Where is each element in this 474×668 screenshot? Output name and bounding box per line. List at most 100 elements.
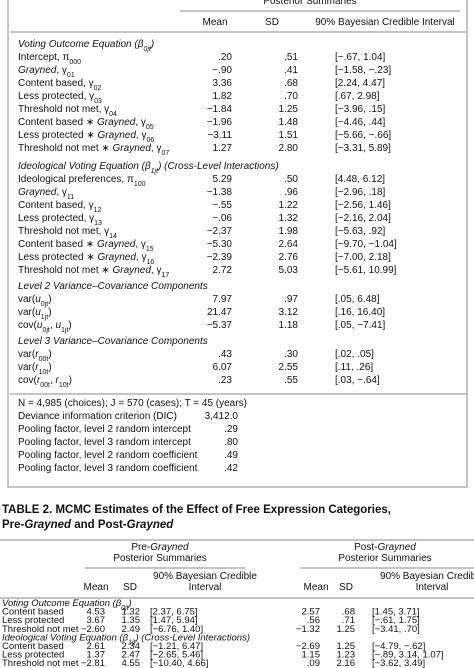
cell: −2.60: [81, 624, 105, 635]
table1-box: [7, 0, 468, 488]
cell: [−5.63, .92]: [335, 226, 386, 237]
text-part: , γ: [151, 143, 162, 154]
column-header: Mean: [83, 582, 108, 593]
row-label: var(u1jt): [18, 307, 52, 321]
cell: 21.47: [207, 307, 232, 318]
column-header: 90% Bayesian Credible Interval: [315, 17, 455, 28]
cell: 2.57: [302, 607, 321, 618]
cell: 3.36: [213, 78, 233, 89]
cell: 1.27: [213, 143, 233, 154]
note-value: .80: [224, 437, 238, 448]
row-label: Less protected, γ13: [18, 213, 102, 227]
text-part: Grayned: [98, 130, 137, 141]
cell: 2.34: [122, 641, 141, 652]
row-label: cov(u0jt, u1jt): [18, 320, 72, 334]
text-part: Grayned: [24, 519, 72, 531]
cell: .71: [342, 615, 355, 626]
note-value: .49: [224, 450, 238, 461]
text-part: 01: [67, 72, 75, 79]
cell: −2.81: [81, 658, 105, 668]
text-part: ): [48, 362, 51, 373]
cell: 7.97: [213, 294, 233, 305]
cell: 1.22: [279, 200, 299, 211]
group-name: Pre-Grayned: [131, 542, 189, 553]
cell: −5.30: [207, 239, 233, 250]
text-part: Less protected ∗: [18, 130, 98, 141]
text-part: Content based, γ: [18, 78, 94, 89]
cell: 1.25: [337, 624, 356, 635]
text-part: 05: [146, 124, 154, 131]
note-label: Pooling factor, level 2 random coefficie…: [18, 450, 198, 461]
cell: [−2.65, 5.46]: [150, 650, 203, 661]
text-part: Grayned: [98, 252, 137, 263]
group-header: Posterior Summaries: [263, 0, 356, 7]
section-title: Ideological Voting Equation (β1jt) (Cros…: [2, 632, 250, 646]
cell: .23: [218, 375, 232, 386]
cell: 1.15: [302, 650, 321, 661]
row-label: Intercept, π000: [18, 52, 81, 66]
text-part: ) (Cross-Level Interactions): [134, 632, 250, 643]
cell: 1.82: [213, 91, 233, 102]
cell: 2.61: [87, 641, 106, 652]
cell: 2.47: [122, 650, 141, 661]
text-part: , γ: [56, 187, 67, 198]
text-part: 16: [146, 259, 154, 266]
text-part: Grayned: [18, 65, 57, 76]
text-part: Threshold not met, γ: [18, 226, 109, 237]
text-part: 07: [161, 150, 169, 157]
text-part: , γ: [136, 252, 147, 263]
group-name: Post-Grayned: [354, 542, 416, 553]
cell: −2.69: [296, 641, 320, 652]
text-part: Less protected ∗: [18, 252, 98, 263]
text-part: ,: [50, 375, 56, 386]
row-label: Ideological preferences, π100: [18, 174, 146, 188]
text-part: r: [35, 349, 39, 360]
text-part: 1jt: [128, 639, 136, 646]
cell: .50: [284, 174, 298, 185]
group-header: Posterior Summaries: [113, 553, 206, 564]
text-part: Content based ∗: [18, 239, 97, 250]
cell: 1.35: [122, 615, 141, 626]
cell: [.11, .26]: [335, 362, 373, 373]
text-part: 11: [67, 194, 74, 201]
text-part: cov(: [18, 320, 38, 331]
text-part: 12: [94, 207, 102, 214]
text-part: Grayned: [97, 117, 136, 128]
text-part: Level 3 Variance–Covariance Components: [18, 336, 208, 347]
cell: 2.16: [337, 658, 356, 668]
section-title: Voting Outcome Equation (β0jt): [18, 39, 154, 53]
text-part: cov(: [18, 375, 38, 386]
text-part: 100: [134, 181, 146, 188]
text-part: Less protected, γ: [18, 213, 94, 224]
note-value: .42: [224, 463, 238, 474]
note-label: Pooling factor, level 3 random coefficie…: [18, 463, 198, 474]
text-part: Post-: [354, 542, 377, 553]
row-label: Less protected: [2, 615, 64, 626]
cell: [2.24, 4.47]: [335, 78, 385, 89]
text-part: 0jt: [41, 301, 48, 308]
cell: [−2.96, .18]: [335, 187, 386, 198]
text-part: Content based ∗: [18, 117, 97, 128]
row-label: Content based ∗ Grayned, γ05: [18, 117, 154, 131]
text-part: Grayned: [113, 143, 152, 154]
text-part: ): [128, 598, 132, 609]
text-part: , γ: [135, 117, 146, 128]
text-part: 13: [94, 220, 102, 227]
text-part: 1jt: [41, 314, 48, 321]
cell: 1.98: [279, 226, 299, 237]
row-label: Content based: [2, 641, 64, 652]
column-header: Mean: [202, 17, 227, 28]
cell: [−.61, 1.75]: [372, 615, 420, 626]
text-part: Ideological Voting Equation (β: [18, 161, 151, 172]
column-header: 90% Bayesian Credible: [153, 571, 257, 582]
row-label: Content based: [2, 607, 64, 618]
cell: [−5.66, −.66]: [335, 130, 391, 141]
text-part: ): [48, 294, 51, 305]
cell: −5.37: [207, 320, 233, 331]
row-label: Threshold not met, γ14: [18, 226, 117, 240]
row-label: var(u0jt): [18, 294, 52, 308]
cell: 5.29: [213, 174, 233, 185]
text-part: , γ: [56, 65, 67, 76]
text-part: u: [35, 307, 41, 318]
text-part: 15: [146, 246, 154, 253]
